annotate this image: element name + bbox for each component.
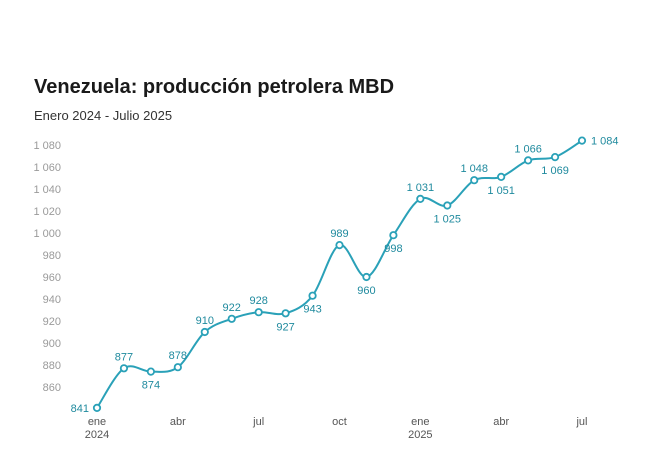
data-label: 877 [115, 351, 133, 363]
y-tick-label: 960 [43, 272, 61, 284]
x-tick-label: oct [332, 416, 347, 428]
data-point [497, 172, 506, 181]
data-point [308, 291, 317, 300]
data-label: 928 [249, 295, 267, 307]
data-point [416, 194, 425, 203]
data-label: 841 [71, 403, 89, 415]
x-tick-year-label: 2025 [408, 429, 432, 441]
data-label: 960 [357, 285, 375, 297]
y-tick-label: 860 [43, 382, 61, 394]
x-tick-label: jul [252, 416, 264, 428]
chart-title: Venezuela: producción petrolera MBD [34, 76, 395, 98]
data-point [550, 153, 560, 162]
data-label: 1 084 [591, 136, 619, 148]
x-tick-label: abr [170, 416, 186, 428]
y-tick-label: 880 [43, 360, 61, 372]
x-tick-label: ene [88, 416, 106, 428]
data-label: 1 048 [460, 163, 488, 175]
y-tick-label: 920 [43, 316, 61, 328]
data-point [443, 201, 452, 210]
data-point [119, 364, 129, 373]
data-point [524, 156, 533, 165]
y-tick-label: 1 040 [33, 184, 61, 196]
data-label: 1 066 [514, 143, 542, 155]
y-tick-label: 980 [43, 250, 61, 262]
data-point [173, 363, 182, 372]
x-tick-year-label: 2024 [85, 429, 109, 441]
data-point [362, 272, 371, 282]
data-label: 1 025 [434, 214, 462, 226]
data-point [335, 241, 344, 250]
data-point [281, 309, 290, 318]
x-tick-label: jul [575, 416, 587, 428]
data-label: 878 [169, 350, 187, 362]
data-label: 1 031 [407, 182, 435, 194]
y-tick-label: 1 080 [33, 140, 61, 152]
y-tick-label: 1 020 [33, 206, 61, 218]
data-point [389, 231, 398, 240]
data-label: 927 [276, 321, 294, 333]
data-label: 943 [303, 304, 321, 316]
series-line [96, 139, 583, 409]
data-label: 989 [330, 228, 348, 240]
y-axis: 860 880 900 920 940 960 980 1 000 1 020 1 040 1 06… [33, 140, 61, 394]
x-tick-label: abr [493, 416, 509, 428]
data-label: 874 [142, 380, 160, 392]
data-point [470, 176, 479, 185]
y-tick-label: 900 [43, 338, 61, 350]
chart-subtitle: Enero 2024 - Julio 2025 [34, 108, 173, 123]
data-label: 1 051 [487, 185, 515, 197]
data-label: 1 069 [541, 165, 569, 177]
data-point [200, 327, 209, 337]
data-point [92, 403, 102, 412]
data-label: 998 [384, 243, 402, 255]
data-point [577, 136, 587, 145]
y-tick-label: 1 000 [33, 228, 61, 240]
data-points [92, 136, 587, 412]
data-point [146, 367, 155, 376]
y-tick-label: 940 [43, 294, 61, 306]
data-labels: 841 877 874 878 910 922 928 927 943 989 960 998 1 03… [71, 136, 619, 415]
data-point [227, 314, 236, 323]
data-label: 922 [223, 302, 241, 314]
data-point [254, 308, 263, 317]
x-tick-label: ene [411, 416, 429, 428]
y-tick-label: 1 060 [33, 162, 61, 174]
data-label: 910 [196, 315, 214, 327]
